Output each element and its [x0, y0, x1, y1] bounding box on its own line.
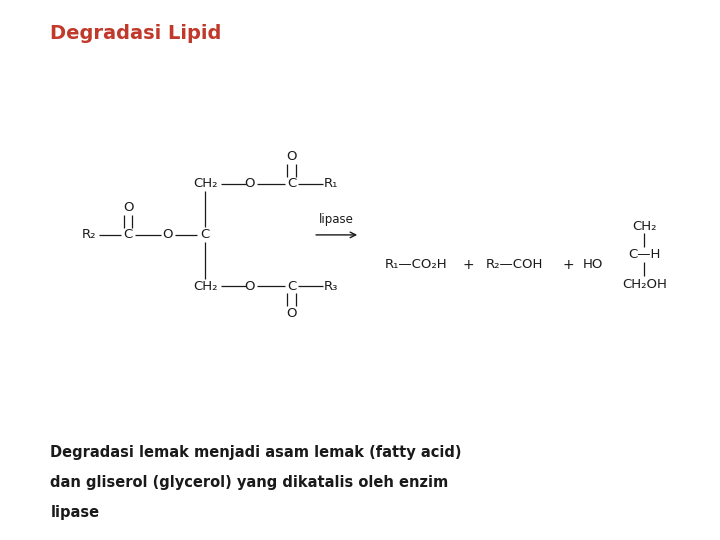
Text: CH₂OH: CH₂OH — [622, 278, 667, 291]
Text: O: O — [287, 150, 297, 163]
Text: C: C — [124, 228, 132, 241]
Text: R₂: R₂ — [81, 228, 96, 241]
Text: +: + — [462, 258, 474, 272]
Text: C: C — [287, 177, 296, 190]
Text: C: C — [287, 280, 296, 293]
Text: R₁—CO₂H: R₁—CO₂H — [385, 258, 448, 271]
Text: CH₂: CH₂ — [193, 177, 217, 190]
Text: R₃: R₃ — [324, 280, 338, 293]
Text: CH₂: CH₂ — [632, 220, 657, 233]
Text: lipase: lipase — [319, 213, 354, 226]
Text: dan gliserol (glycerol) yang dikatalis oleh enzim: dan gliserol (glycerol) yang dikatalis o… — [50, 475, 449, 490]
Text: O: O — [245, 280, 255, 293]
Text: R₂—COH: R₂—COH — [486, 258, 544, 271]
Text: lipase: lipase — [50, 505, 99, 520]
Text: R₁: R₁ — [324, 177, 338, 190]
Text: C—H: C—H — [629, 248, 660, 261]
Text: Degradasi lemak menjadi asam lemak (fatty acid): Degradasi lemak menjadi asam lemak (fatt… — [50, 446, 462, 461]
Text: Degradasi Lipid: Degradasi Lipid — [50, 24, 222, 43]
Text: O: O — [123, 201, 133, 214]
Text: CH₂: CH₂ — [193, 280, 217, 293]
Text: +: + — [563, 258, 575, 272]
Text: O: O — [245, 177, 255, 190]
Text: O: O — [287, 307, 297, 320]
Text: C: C — [201, 228, 210, 241]
Text: HO: HO — [583, 258, 603, 271]
Text: O: O — [163, 228, 173, 241]
